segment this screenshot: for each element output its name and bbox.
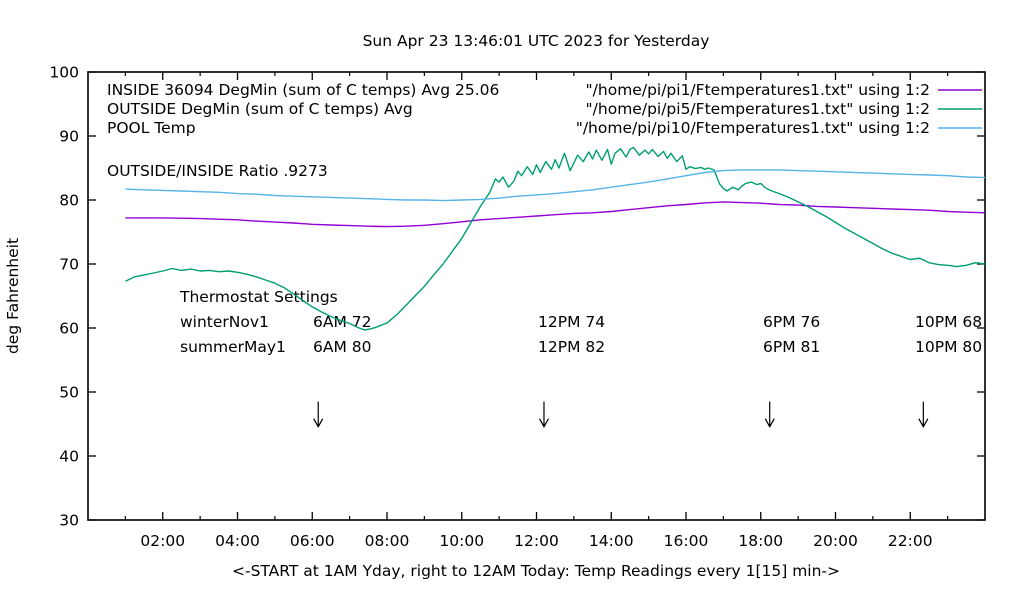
legend-label-outside: OUTSIDE DegMin (sum of C temps) Avg (107, 100, 413, 118)
x-tick-label: 02:00 (140, 532, 185, 550)
x-tick-label: 04:00 (215, 532, 260, 550)
x-tick-label: 16:00 (664, 532, 709, 550)
thermostat-title: Thermostat Settings (179, 288, 338, 306)
generated-plot-elements: 02:00 04:00 06:00 08:00 10:00 12:00 14:00 16:00… (49, 64, 986, 550)
thermostat-summer-6am: 6AM 80 (313, 338, 372, 356)
thermostat-winter-6am: 6AM 72 (313, 313, 372, 331)
down-arrow-icon (538, 401, 549, 428)
y-tick-label: 30 (59, 512, 79, 530)
legend-label-pool: POOL Temp (107, 119, 196, 137)
legend-label-inside: INSIDE 36094 DegMin (sum of C temps) Avg… (107, 81, 499, 99)
series-line-pool (125, 169, 986, 202)
legend-file-inside: "/home/pi/pi1/Ftemperatures1.txt" using … (586, 81, 930, 99)
y-tick-label: 40 (59, 448, 79, 466)
x-tick-label: 14:00 (589, 532, 634, 550)
down-arrow-icon (313, 401, 324, 428)
series-line-inside (125, 201, 986, 228)
x-axis-label: <-START at 1AM Yday, right to 12AM Today… (232, 562, 840, 580)
legend-file-pool: "/home/pi/pi10/Ftemperatures1.txt" using… (576, 119, 930, 137)
y-tick-label: 50 (59, 384, 79, 402)
x-tick-label: 20:00 (813, 532, 858, 550)
x-tick-label: 10:00 (439, 532, 484, 550)
down-arrow-icon (764, 401, 775, 428)
thermostat-row-summer-label: summerMay1 (180, 338, 286, 356)
x-tick-label: 18:00 (738, 532, 783, 550)
thermostat-winter-12pm: 12PM 74 (538, 313, 605, 331)
y-tick-label: 60 (59, 320, 79, 338)
x-tick-label: 08:00 (365, 532, 410, 550)
thermostat-row-winter-label: winterNov1 (180, 313, 269, 331)
ratio-annotation: OUTSIDE/INSIDE Ratio .9273 (107, 162, 328, 180)
chart-title: Sun Apr 23 13:46:01 UTC 2023 for Yesterd… (363, 32, 710, 50)
down-arrow-icon (918, 401, 929, 428)
x-tick-label: 06:00 (290, 532, 335, 550)
thermostat-winter-6pm: 6PM 76 (763, 313, 820, 331)
y-tick-label: 80 (59, 192, 79, 210)
y-tick-label: 70 (59, 256, 79, 274)
y-axis-label: deg Fahrenheit (4, 238, 22, 354)
y-tick-label: 100 (49, 64, 79, 82)
x-tick-label: 22:00 (888, 532, 933, 550)
thermostat-summer-10pm: 10PM 80 (915, 338, 982, 356)
series-line-outside (125, 146, 986, 331)
x-tick-label: 12:00 (514, 532, 559, 550)
thermostat-summer-12pm: 12PM 82 (538, 338, 605, 356)
y-tick-label: 90 (59, 128, 79, 146)
legend-file-outside: "/home/pi/pi5/Ftemperatures1.txt" using … (586, 100, 930, 118)
thermostat-winter-10pm: 10PM 68 (915, 313, 982, 331)
thermostat-summer-6pm: 6PM 81 (763, 338, 820, 356)
